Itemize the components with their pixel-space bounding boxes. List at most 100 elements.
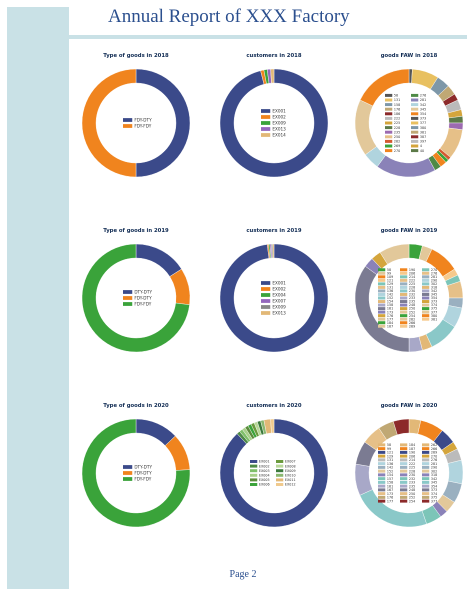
legend-swatch bbox=[276, 464, 284, 468]
legend-swatch bbox=[261, 293, 271, 297]
legend-label: 345 bbox=[431, 481, 437, 485]
legend-label: 129 bbox=[387, 454, 393, 458]
legend-label: 214 bbox=[409, 458, 415, 462]
legend-label: 373 bbox=[431, 300, 437, 304]
legend-label: 266 bbox=[409, 321, 415, 325]
legend-label: 99 bbox=[387, 447, 391, 451]
legend-swatch bbox=[422, 285, 430, 289]
legend-label: FDY-FDY bbox=[134, 301, 151, 306]
legend-swatch bbox=[378, 480, 386, 484]
chart-goods-faw-2018: goods FAW in 2018 58 131 158 176 186 222 225 22… bbox=[345, 53, 473, 183]
legend-swatch bbox=[400, 465, 408, 469]
legend-label: 270 bbox=[431, 268, 437, 272]
legend-swatch bbox=[378, 495, 386, 499]
legend-swatch bbox=[422, 443, 430, 447]
legend-swatch bbox=[123, 296, 133, 300]
legend-label: EX009 bbox=[272, 304, 286, 309]
title-divider bbox=[69, 35, 467, 39]
legend-swatch bbox=[400, 324, 408, 328]
legend-label: 158 bbox=[387, 303, 393, 307]
chart-type-goods-2019: Type of goods in 2019 DTY-DTY FDY-DTY FDY-… bbox=[72, 228, 200, 358]
legend-label: 228 bbox=[409, 286, 415, 290]
legend-swatch bbox=[400, 278, 408, 282]
donut-slice bbox=[272, 243, 275, 259]
legend-swatch bbox=[411, 103, 419, 107]
legend-swatch bbox=[378, 296, 386, 300]
legend-label: 381 bbox=[431, 317, 437, 321]
legend-label: EX003 bbox=[259, 469, 270, 473]
chart-title: goods FAW in 2020 bbox=[380, 403, 438, 409]
legend-label: 142 bbox=[387, 466, 393, 470]
legend-swatch bbox=[422, 292, 430, 296]
legend-swatch bbox=[411, 107, 419, 111]
chart-type-goods-2020: Type of goods in 2020 DTY-DTY FDY-DTY FDY-… bbox=[72, 403, 200, 533]
legend-label: EX014 bbox=[272, 132, 286, 137]
legend-swatch bbox=[261, 127, 271, 131]
legend-label: 373 bbox=[420, 117, 426, 121]
legend-label: 222 bbox=[409, 462, 415, 466]
chart-type-goods-2018: Type of goods in 2018 FDY-DTY FDY-FDY bbox=[72, 53, 200, 183]
legend-label: 184 bbox=[387, 321, 393, 325]
legend-swatch bbox=[400, 321, 408, 325]
legend-swatch bbox=[378, 307, 386, 311]
legend-swatch bbox=[378, 317, 386, 321]
legend-swatch bbox=[400, 454, 408, 458]
legend-label: 214 bbox=[409, 275, 415, 279]
legend-label: 228 bbox=[409, 469, 415, 473]
legend-swatch bbox=[276, 483, 284, 486]
legend-swatch bbox=[276, 478, 284, 482]
legend-swatch bbox=[276, 469, 284, 473]
legend-label: 254 bbox=[409, 314, 415, 318]
legend-swatch bbox=[378, 314, 386, 318]
legend-label: 235 bbox=[394, 130, 400, 134]
chart-legend: 5899109121129131136142152154158161173176… bbox=[378, 268, 437, 328]
legend-label: 121 bbox=[387, 451, 393, 455]
legend-swatch bbox=[422, 300, 430, 304]
sidebar-band bbox=[7, 7, 69, 589]
legend-swatch bbox=[261, 281, 271, 285]
legend-swatch bbox=[378, 458, 386, 462]
legend-label: 375 bbox=[431, 496, 437, 500]
legend-swatch bbox=[261, 109, 271, 113]
legend-label: 230 bbox=[409, 289, 415, 293]
legend-swatch bbox=[422, 282, 430, 286]
legend-swatch bbox=[400, 488, 408, 492]
legend-label: 184 bbox=[409, 443, 415, 447]
legend-swatch bbox=[378, 465, 386, 469]
legend-label: 142 bbox=[387, 293, 393, 297]
legend-swatch bbox=[123, 465, 133, 469]
legend-swatch bbox=[378, 324, 386, 328]
legend-label: 233 bbox=[409, 296, 415, 300]
legend-label: FDY-FDY bbox=[134, 476, 151, 481]
legend-swatch bbox=[411, 112, 419, 116]
legend-swatch bbox=[400, 314, 408, 318]
legend-swatch bbox=[411, 144, 419, 148]
legend-swatch bbox=[400, 473, 408, 477]
legend-label: 235 bbox=[409, 484, 415, 488]
legend-swatch bbox=[378, 275, 386, 279]
legend-label: 157 bbox=[387, 477, 393, 481]
legend-swatch bbox=[378, 499, 386, 503]
legend-swatch bbox=[385, 139, 393, 143]
legend-label: 318 bbox=[431, 286, 437, 290]
legend-label: 318 bbox=[431, 473, 437, 477]
legend-swatch bbox=[422, 271, 430, 275]
legend-swatch bbox=[261, 305, 271, 309]
legend-label: 58 bbox=[394, 94, 398, 98]
donut-chart: 5899109121129131136142152154158161173176… bbox=[354, 243, 464, 353]
legend-swatch bbox=[400, 469, 408, 473]
legend-swatch bbox=[422, 278, 430, 282]
legend-label: 269 bbox=[409, 324, 415, 328]
legend-swatch bbox=[422, 454, 430, 458]
legend-swatch bbox=[411, 121, 419, 125]
legend-label: EX002 bbox=[259, 464, 270, 468]
legend-swatch bbox=[123, 477, 133, 481]
legend-swatch bbox=[400, 450, 408, 454]
legend-swatch bbox=[385, 103, 393, 107]
legend-label: 131 bbox=[387, 286, 393, 290]
